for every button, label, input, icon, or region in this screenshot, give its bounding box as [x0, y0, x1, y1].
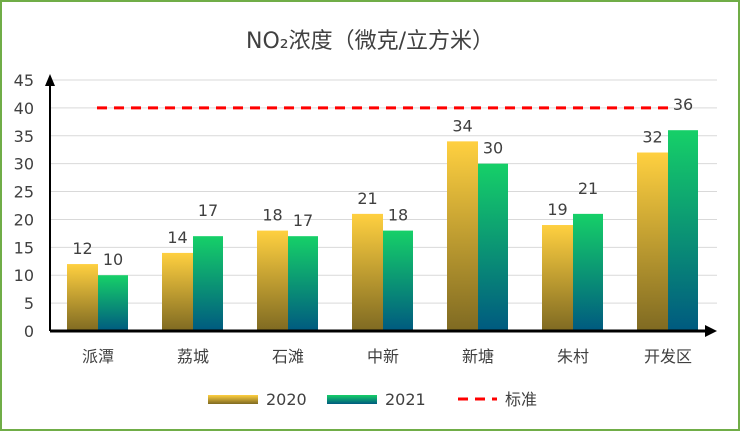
y-tick-label: 30	[14, 155, 34, 174]
bar-2020	[637, 152, 668, 331]
y-tick-label: 25	[14, 183, 34, 202]
bar-2020	[162, 252, 193, 331]
bar-2021	[668, 130, 698, 331]
bar-2021	[383, 230, 413, 331]
data-label: 18	[388, 206, 408, 225]
y-tick-label: 40	[14, 99, 34, 118]
legend-label-standard: 标准	[505, 390, 537, 409]
y-tick-label: 5	[24, 294, 34, 313]
bar-2021	[288, 236, 318, 331]
data-label: 34	[452, 116, 472, 135]
y-tick-label: 35	[14, 127, 34, 146]
bar-2021	[98, 275, 128, 331]
y-tick-label: 0	[24, 322, 34, 341]
data-label: 10	[103, 250, 123, 269]
data-label: 32	[642, 128, 662, 147]
data-label: 21	[357, 189, 377, 208]
bar-2020	[352, 213, 383, 331]
y-tick-label: 15	[14, 238, 34, 257]
bar-2021	[478, 163, 508, 331]
data-label: 36	[673, 95, 693, 114]
x-tick-label: 荔城	[177, 347, 209, 366]
chart-title: NO₂浓度（微克/立方米）	[246, 29, 494, 54]
x-tick-label: 新塘	[462, 347, 494, 366]
x-axis-arrow-icon	[705, 325, 717, 337]
x-tick-label: 朱村	[557, 347, 589, 366]
bar-2021	[193, 236, 223, 331]
data-label: 17	[293, 211, 313, 230]
bar-2020	[257, 230, 288, 331]
legend-label-2021: 2021	[385, 390, 426, 409]
legend-swatch-2021	[327, 395, 377, 404]
bar-2021	[573, 213, 603, 331]
data-label: 14	[167, 228, 187, 247]
y-tick-label: 45	[14, 71, 34, 90]
data-label: 12	[72, 239, 92, 258]
y-tick-label: 20	[14, 210, 34, 229]
x-tick-label: 开发区	[644, 347, 692, 366]
data-label: 19	[547, 200, 567, 219]
y-axis-arrow-icon	[45, 74, 55, 86]
legend-swatch-2020	[208, 395, 258, 404]
bar-2020	[542, 225, 573, 331]
x-tick-label: 派潭	[82, 347, 114, 366]
legend-label-2020: 2020	[266, 390, 307, 409]
data-label: 18	[262, 206, 282, 225]
bar-2020	[447, 141, 478, 331]
x-tick-label: 石滩	[272, 347, 304, 366]
x-tick-label: 中新	[367, 347, 399, 366]
y-tick-label: 10	[14, 266, 34, 285]
data-label: 17	[198, 201, 218, 220]
data-label: 30	[483, 139, 503, 158]
bar-2020	[67, 264, 98, 331]
data-label: 21	[578, 179, 598, 198]
